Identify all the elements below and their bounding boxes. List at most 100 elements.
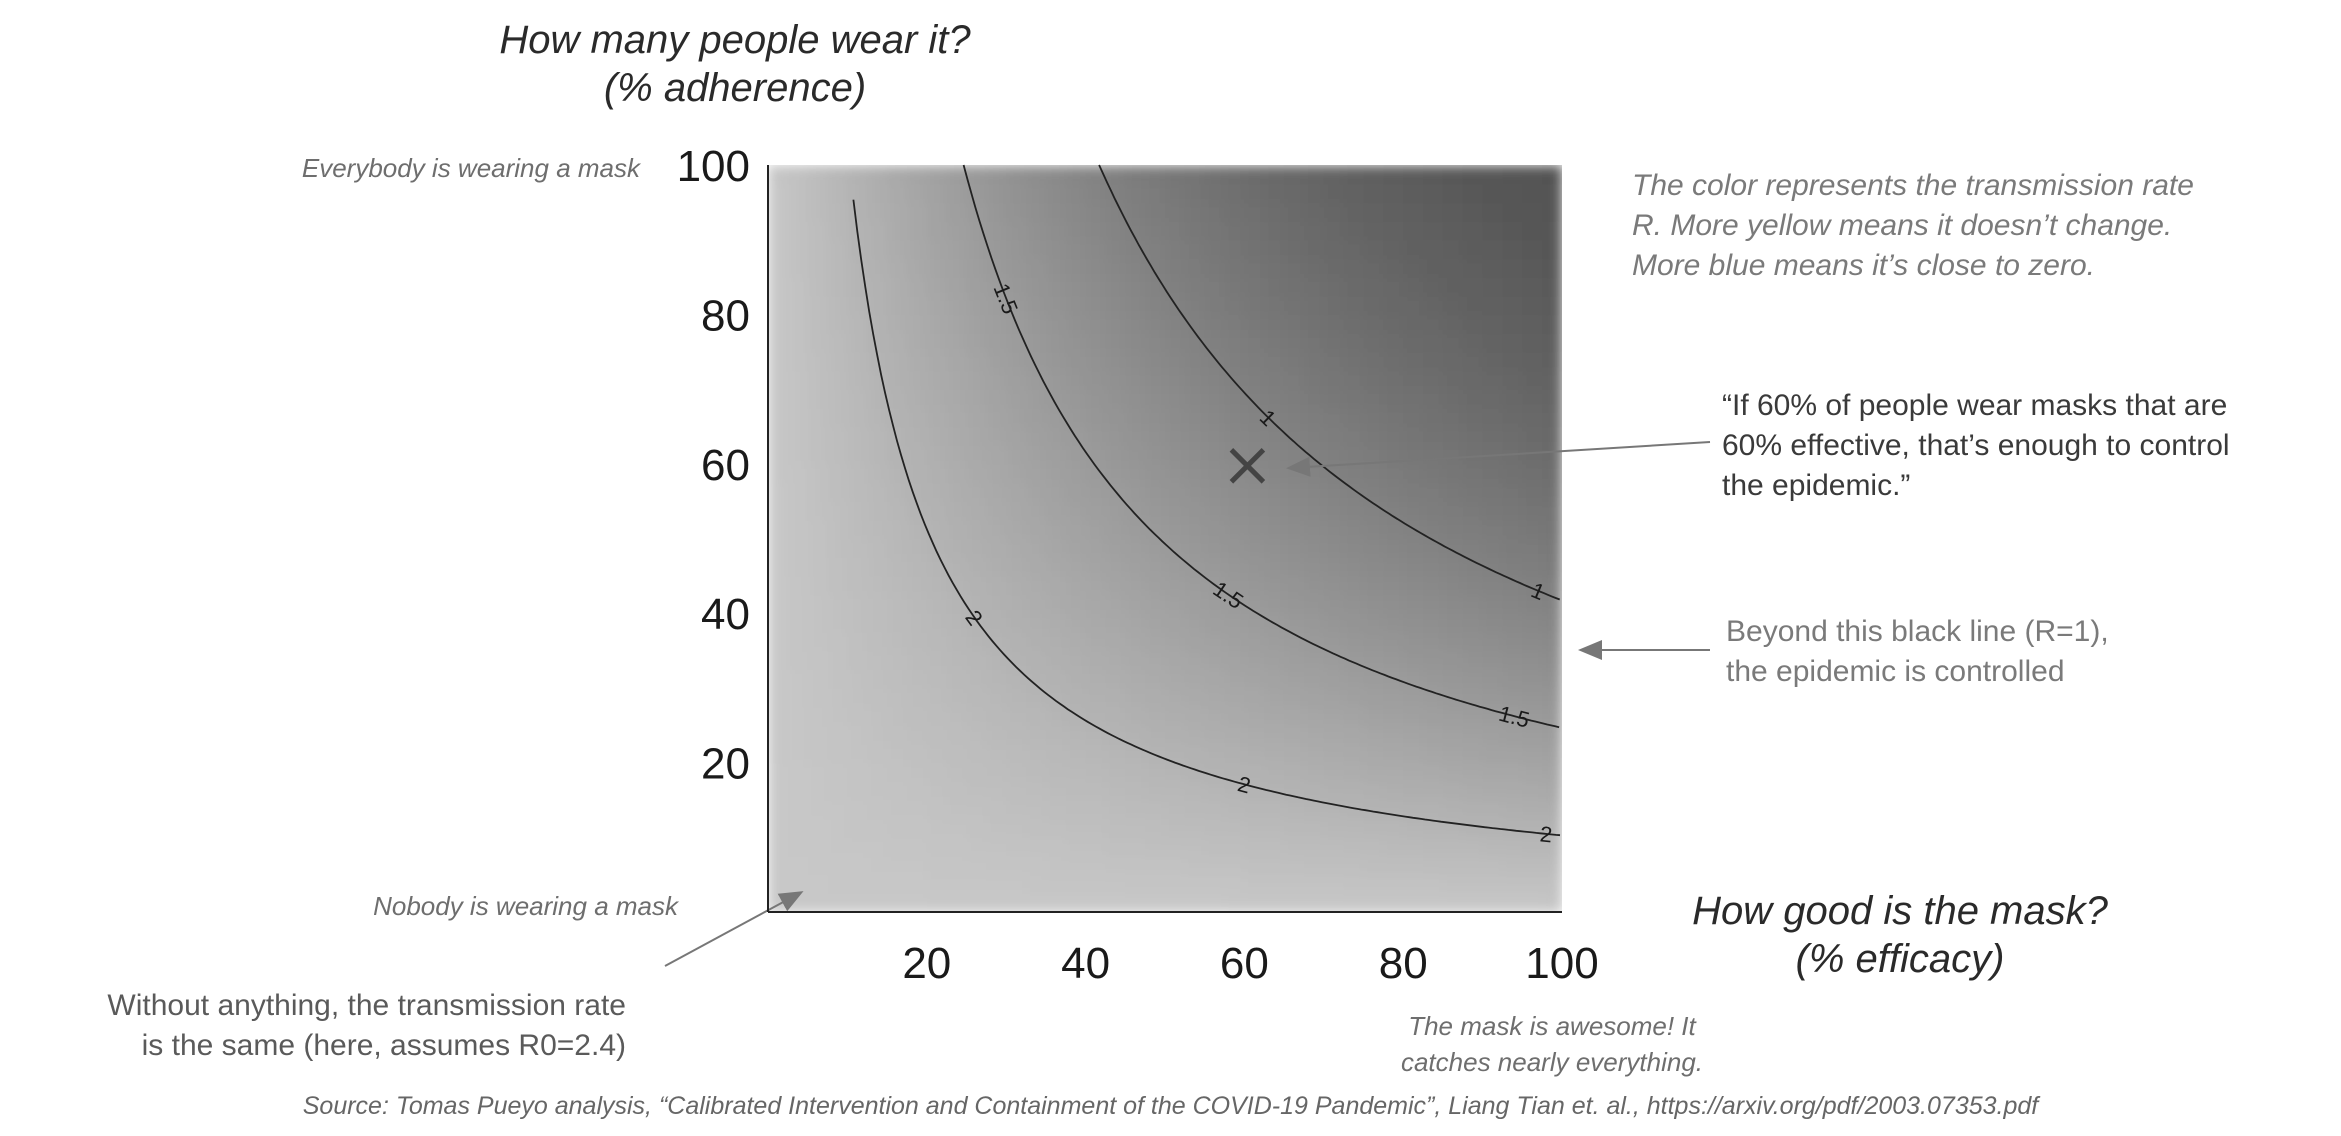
heatmap-cell bbox=[1462, 874, 1484, 895]
heatmap-cell bbox=[1105, 538, 1127, 558]
heatmap-cell bbox=[1442, 183, 1464, 204]
heatmap-cell bbox=[1423, 165, 1444, 185]
heatmap-cell bbox=[1502, 333, 1524, 353]
heatmap-cell bbox=[807, 445, 829, 465]
heatmap-cell bbox=[1204, 557, 1226, 577]
heatmap-cell bbox=[1522, 407, 1543, 428]
heatmap-cell bbox=[1184, 407, 1206, 428]
heatmap-cell bbox=[1462, 557, 1484, 577]
heatmap-cell bbox=[1403, 277, 1424, 297]
heatmap-cell bbox=[1462, 370, 1484, 390]
heatmap-cell bbox=[1423, 351, 1444, 372]
heatmap-cell bbox=[1264, 221, 1285, 241]
heatmap-cell bbox=[1244, 519, 1265, 540]
heatmap-cell bbox=[946, 725, 968, 745]
heatmap-cell bbox=[1542, 557, 1562, 577]
heatmap-cell bbox=[1482, 725, 1504, 745]
heatmap-cell bbox=[1363, 221, 1385, 241]
heatmap-cell bbox=[1165, 557, 1186, 577]
heatmap-cell bbox=[1244, 165, 1265, 185]
heatmap-cell bbox=[847, 370, 869, 390]
heatmap-cell bbox=[1145, 650, 1166, 670]
heatmap-cell bbox=[1482, 258, 1504, 278]
heatmap-cell bbox=[1085, 407, 1107, 428]
heatmap-cell bbox=[1423, 856, 1444, 876]
heatmap-cell bbox=[946, 277, 968, 297]
heatmap-cell bbox=[1006, 538, 1027, 558]
heatmap-cell bbox=[1343, 687, 1365, 708]
heatmap-cell bbox=[1442, 333, 1464, 353]
heatmap-cell bbox=[1204, 837, 1226, 857]
heatmap-cell bbox=[1522, 463, 1543, 484]
heatmap-cell bbox=[1284, 407, 1305, 428]
heatmap-cell bbox=[1145, 519, 1166, 540]
heatmap-cell bbox=[907, 519, 928, 540]
heatmap-cell bbox=[807, 743, 829, 764]
heatmap-cell bbox=[1204, 762, 1226, 783]
heatmap-cell bbox=[1264, 669, 1285, 689]
heatmap-cell bbox=[926, 295, 948, 316]
heatmap-cell bbox=[1423, 519, 1444, 540]
heatmap-cell bbox=[1522, 221, 1543, 241]
heatmap-cell bbox=[1145, 221, 1166, 241]
heatmap-cell bbox=[1482, 370, 1504, 390]
heatmap-cell bbox=[1323, 874, 1345, 895]
heatmap-cell bbox=[768, 501, 789, 521]
heatmap-cell bbox=[946, 706, 968, 727]
heatmap-cell bbox=[1304, 706, 1325, 727]
heatmap-cell bbox=[1442, 743, 1464, 764]
heatmap-cell bbox=[1482, 687, 1504, 708]
heatmap-cell bbox=[1542, 725, 1562, 745]
heatmap-cell bbox=[1502, 463, 1524, 484]
heatmap-cell bbox=[946, 687, 968, 708]
heatmap-cell bbox=[1204, 501, 1226, 521]
heatmap-cell bbox=[827, 687, 849, 708]
note-beyond: Beyond this black line (R=1), the epidem… bbox=[1726, 612, 2206, 692]
heatmap-cell bbox=[1006, 165, 1027, 185]
heatmap-cell bbox=[887, 165, 908, 185]
heatmap-cell bbox=[1304, 687, 1325, 708]
heatmap-cell bbox=[1442, 501, 1464, 521]
heatmap-cell bbox=[1145, 333, 1166, 353]
heatmap-cell bbox=[1304, 370, 1325, 390]
heatmap-cell bbox=[946, 501, 968, 521]
heatmap-cell bbox=[907, 856, 928, 876]
heatmap-cell bbox=[1304, 239, 1325, 260]
heatmap-cell bbox=[1383, 183, 1404, 204]
heatmap-cell bbox=[1244, 706, 1265, 727]
heatmap-cell bbox=[1403, 407, 1424, 428]
heatmap-cell bbox=[1423, 202, 1444, 222]
heatmap-cell bbox=[1284, 538, 1305, 558]
heatmap-cell bbox=[1304, 407, 1325, 428]
heatmap-cell bbox=[1125, 258, 1146, 278]
heatmap-cell bbox=[1264, 370, 1285, 390]
heatmap-cell bbox=[887, 389, 908, 409]
heatmap-cell bbox=[1026, 538, 1047, 558]
heatmap-cell bbox=[1244, 482, 1265, 502]
heatmap-cell bbox=[1165, 426, 1186, 446]
heatmap-cell bbox=[1184, 463, 1206, 484]
heatmap-cell bbox=[1462, 183, 1484, 204]
heatmap-cell bbox=[1026, 202, 1047, 222]
heatmap-cell bbox=[946, 557, 968, 577]
heatmap-cell bbox=[1165, 482, 1186, 502]
heatmap-cell bbox=[1383, 743, 1404, 764]
heatmap-cell bbox=[1145, 501, 1166, 521]
heatmap-cell bbox=[1224, 426, 1246, 446]
note-without-line1: Without anything, the transmission rate bbox=[107, 989, 626, 1022]
heatmap-cell bbox=[1125, 800, 1146, 820]
heatmap-cell bbox=[1026, 183, 1047, 204]
heatmap-cell bbox=[1065, 762, 1087, 783]
heatmap-cell bbox=[1383, 482, 1404, 502]
heatmap-cell bbox=[1323, 370, 1345, 390]
heatmap-cell bbox=[827, 445, 849, 465]
heatmap-cell bbox=[1244, 650, 1265, 670]
heatmap-cell bbox=[768, 407, 789, 428]
heatmap-cell bbox=[1125, 725, 1146, 745]
heatmap-cell bbox=[1462, 594, 1484, 614]
heatmap-cell bbox=[1224, 706, 1246, 727]
heatmap-cell bbox=[1165, 519, 1186, 540]
heatmap-cell bbox=[1343, 165, 1365, 185]
heatmap-cell bbox=[986, 221, 1008, 241]
heatmap-cell bbox=[1462, 893, 1484, 912]
